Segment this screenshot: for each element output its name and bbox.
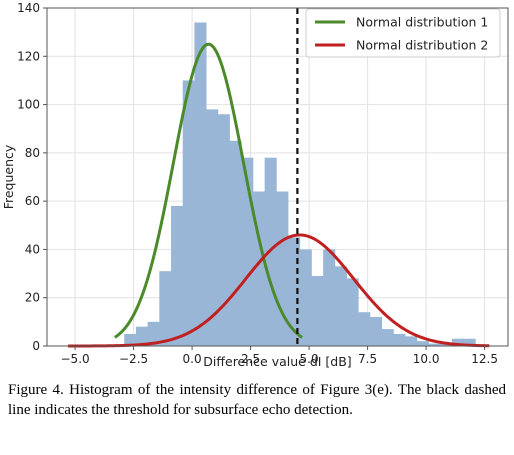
- histogram-bar: [311, 275, 324, 346]
- histogram-bar: [206, 109, 219, 347]
- legend: Normal distribution 1 Normal distributio…: [305, 8, 501, 58]
- distribution-curves: [68, 42, 490, 348]
- histogram-bar: [217, 114, 230, 346]
- histogram-bar: [124, 333, 137, 346]
- x-tick-label: 2.5: [241, 352, 260, 366]
- histogram-bar: [440, 343, 453, 346]
- x-tick-label: −2.5: [119, 352, 148, 366]
- normal-distribution-2-curve: [68, 233, 490, 348]
- histogram-bar: [334, 266, 347, 346]
- histogram-bar: [229, 140, 242, 346]
- histogram-figure: −5.0 −2.5 0.0 2.5 5.0 7.5 10.0 12.5 0 20 40 60 80 100…: [1, 1, 509, 369]
- x-tick-label: −5.0: [61, 352, 90, 366]
- histogram-bar: [147, 321, 160, 346]
- figure-caption: Figure 4. Histogram of the intensity dif…: [8, 382, 506, 418]
- normal-distribution-1-curve: [114, 42, 303, 339]
- histogram-bar: [358, 312, 371, 346]
- histogram-bar: [171, 205, 184, 346]
- histogram-bar: [463, 338, 476, 346]
- histogram-bar: [135, 326, 149, 346]
- legend-box: [305, 8, 501, 58]
- histogram-bar: [369, 317, 383, 346]
- histogram-bar: [405, 336, 418, 346]
- histogram-bar: [323, 249, 336, 346]
- y-tick-label: 60: [25, 194, 40, 208]
- histogram-bar: [428, 343, 441, 346]
- histogram-bar: [451, 338, 464, 346]
- histogram-bar: [299, 249, 312, 346]
- y-tick-label: 0: [32, 339, 40, 353]
- x-tick-label: 5.0: [300, 352, 319, 366]
- axis-ticks: −5.0 −2.5 0.0 2.5 5.0 7.5 10.0 12.5 0 20 40 60 80 100…: [17, 1, 498, 366]
- x-tick-label: 12.5: [471, 352, 498, 366]
- x-axis-title: Difference value dI [dB]: [203, 354, 351, 369]
- x-tick-label: 10.0: [413, 352, 440, 366]
- y-tick-label: 100: [17, 98, 40, 112]
- x-tick-label: 7.5: [358, 352, 377, 366]
- y-tick-label: 140: [17, 1, 40, 15]
- histogram-bar: [182, 80, 195, 346]
- histogram-bar: [381, 329, 394, 346]
- y-axis-title: Frequency: [1, 144, 16, 209]
- grid-lines: [47, 7, 508, 347]
- x-tick-label: 0.0: [183, 352, 202, 366]
- legend-label-normal-2: Normal distribution 2: [356, 38, 488, 53]
- y-tick-label: 40: [25, 242, 40, 256]
- y-tick-label: 80: [25, 146, 40, 160]
- histogram-bar: [159, 271, 172, 346]
- y-tick-label: 120: [17, 49, 40, 63]
- histogram-bar: [393, 333, 406, 346]
- y-tick-label: 20: [25, 291, 40, 305]
- histogram-bar: [194, 22, 207, 346]
- histogram-bar: [416, 341, 429, 346]
- legend-label-normal-1: Normal distribution 1: [356, 15, 488, 30]
- plot-frame: [46, 7, 509, 347]
- histogram-bar: [346, 278, 359, 346]
